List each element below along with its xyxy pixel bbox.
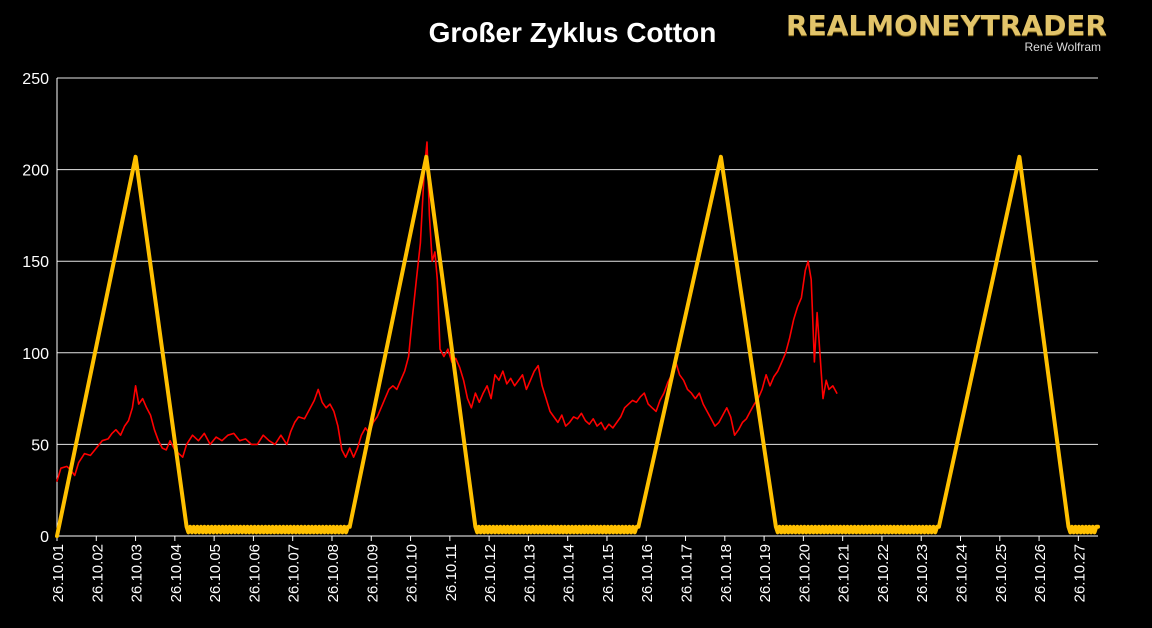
x-tick-label: 26.10.27 bbox=[1071, 544, 1088, 602]
x-tick-label: 26.10.26 bbox=[1032, 544, 1049, 602]
x-tick-label: 26.10.22 bbox=[875, 544, 892, 602]
x-tick-label: 26.10.13 bbox=[521, 544, 538, 602]
y-tick-label: 200 bbox=[22, 163, 49, 180]
x-tick-label: 26.10.11 bbox=[443, 544, 460, 601]
price-series-line bbox=[56, 141, 838, 482]
x-tick-label: 26.10.16 bbox=[639, 544, 656, 602]
x-tick-label: 26.10.23 bbox=[914, 544, 931, 602]
x-tick-label: 26.10.17 bbox=[679, 544, 696, 602]
brand-name: REALMONEYTRADER bbox=[786, 9, 1107, 42]
x-tick-label: 26.10.25 bbox=[993, 544, 1010, 602]
x-tick-label: 26.10.14 bbox=[561, 544, 578, 602]
x-tick-label: 26.10.08 bbox=[325, 544, 342, 602]
x-tick-label: 26.10.10 bbox=[404, 544, 421, 602]
x-tick-label: 26.10.18 bbox=[718, 544, 735, 602]
chart-title: Großer Zyklus Cotton bbox=[428, 17, 717, 48]
y-tick-label: 250 bbox=[22, 71, 49, 88]
x-tick-label: 26.10.05 bbox=[207, 544, 224, 602]
x-tick-label: 26.10.04 bbox=[168, 544, 185, 602]
x-tick-label: 26.10.12 bbox=[482, 544, 499, 602]
x-tick-label: 26.10.21 bbox=[836, 544, 853, 602]
x-tick-label: 26.10.07 bbox=[286, 544, 303, 602]
y-tick-label: 100 bbox=[22, 346, 49, 363]
brand-author: René Wolfram bbox=[1024, 40, 1101, 54]
x-tick-label: 26.10.20 bbox=[796, 544, 813, 602]
y-tick-label: 50 bbox=[31, 437, 49, 454]
x-tick-label: 26.10.01 bbox=[50, 544, 67, 602]
x-tick-label: 26.10.03 bbox=[129, 544, 146, 602]
cycle-series-line bbox=[55, 154, 1100, 538]
brand-logo: REALMONEYTRADER René Wolfram bbox=[763, 10, 1107, 56]
x-tick-label: 26.10.24 bbox=[954, 544, 971, 602]
x-tick-label: 26.10.02 bbox=[89, 544, 106, 602]
y-tick-label: 0 bbox=[40, 529, 49, 546]
y-tick-label: 150 bbox=[22, 254, 49, 271]
x-tick-label: 26.10.09 bbox=[364, 544, 381, 602]
x-tick-label: 26.10.19 bbox=[757, 544, 774, 602]
x-tick-label: 26.10.06 bbox=[246, 544, 263, 602]
x-tick-label: 26.10.15 bbox=[600, 544, 617, 602]
